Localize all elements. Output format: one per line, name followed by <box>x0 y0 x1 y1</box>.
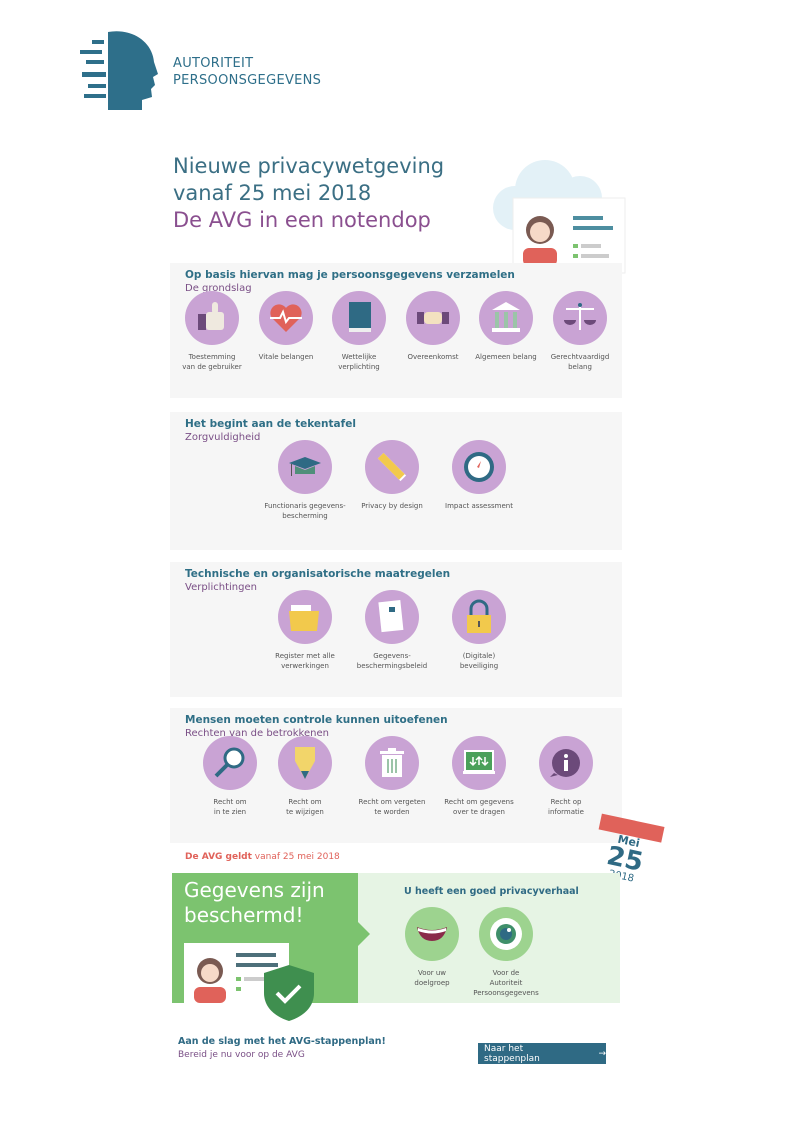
thumbs-up-icon <box>185 291 239 345</box>
banner-arrow <box>358 922 370 946</box>
section-subheading: Zorgvuldigheid <box>185 432 261 443</box>
section-item: Wettelijke verplichting <box>314 291 404 372</box>
section-1: Op basis hiervan mag je persoonsgegevens… <box>170 263 622 398</box>
section-item-label: Recht om te wijzigen <box>286 798 324 816</box>
section-4: Mensen moeten controle kunnen uitoefenen… <box>170 708 622 843</box>
transfer-screen-icon <box>452 736 506 790</box>
info-icon <box>539 736 593 790</box>
graduation-cap-icon <box>278 440 332 494</box>
section-item: Recht om gegevens over te dragen <box>434 736 524 817</box>
section-item: Toestemming van de gebruiker <box>167 291 257 372</box>
section-subheading: De grondslag <box>185 283 252 294</box>
logo-line1: AUTORITEIT <box>173 56 254 71</box>
section-item: Recht om in te zien <box>185 736 275 817</box>
heart-icon <box>259 291 313 345</box>
pencil-icon <box>278 736 332 790</box>
section-subheading: Rechten van de betrokkenen <box>185 728 329 739</box>
title-subtitle: De AVG in een notendop <box>173 208 431 232</box>
section-item-label: Privacy by design <box>361 502 423 510</box>
section-subheading: Verplichtingen <box>185 582 257 593</box>
section-item-label: Functionaris gegevens- bescherming <box>264 502 346 520</box>
cloud-id-card-illustration <box>485 150 630 279</box>
section-item: (Digitale) beveiliging <box>434 590 524 671</box>
book-icon <box>332 291 386 345</box>
banner-item-label: Voor de Autoriteit Persoonsgegevens <box>473 969 539 997</box>
section-item-label: Recht op informatie <box>548 798 584 816</box>
stappenplan-button-label: Naar het stappenplan <box>484 1043 540 1064</box>
section-item-label: Recht om in te zien <box>213 798 247 816</box>
smile-icon <box>405 907 459 961</box>
avg-date-bold: De AVG geldt <box>185 852 252 862</box>
section-item: Recht om te wijzigen <box>260 736 350 817</box>
arrow-right-icon: → <box>598 1048 606 1059</box>
section-item-label: Vitale belangen <box>258 353 314 361</box>
section-item-label: Recht om gegevens over te dragen <box>444 798 514 816</box>
trash-icon <box>365 736 419 790</box>
magnifier-icon <box>203 736 257 790</box>
scales-icon <box>553 291 607 345</box>
section-3: Technische en organisatorische maatregel… <box>170 562 622 697</box>
banner-headline: Gegevens zijn beschermd! <box>184 878 325 927</box>
banner-right-heading: U heeft een goed privacyverhaal <box>404 886 579 897</box>
footer-subheading: Bereid je nu voor op de AVG <box>178 1050 305 1060</box>
logo-head <box>78 30 160 111</box>
avg-date-rest: vanaf 25 mei 2018 <box>251 852 340 862</box>
section-item: Algemeen belang <box>461 291 551 362</box>
section-heading: Op basis hiervan mag je persoonsgegevens… <box>185 269 515 281</box>
section-item: Recht om vergeten te worden <box>347 736 437 817</box>
section-item: Impact assessment <box>434 440 524 511</box>
section-item-label: Gegevens- beschermingsbeleid <box>356 652 428 670</box>
pencil-ruler-icon <box>365 440 419 494</box>
document-lock-icon <box>365 590 419 644</box>
government-building-icon <box>479 291 533 345</box>
section-item: Overeenkomst <box>388 291 478 362</box>
stappenplan-button[interactable]: Naar het stappenplan → <box>478 1043 606 1064</box>
section-item: Gerechtvaardigd belang <box>535 291 625 372</box>
title-line1: Nieuwe privacywetgeving <box>173 154 445 178</box>
page-title: Nieuwe privacywetgeving vanaf 25 mei 201… <box>173 153 444 234</box>
section-item-label: Recht om vergeten te worden <box>358 798 426 816</box>
section-item: Gegevens- beschermingsbeleid <box>347 590 437 671</box>
section-item-label: Algemeen belang <box>475 353 537 361</box>
section-item-label: (Digitale) beveiliging <box>459 652 499 670</box>
banner-item-ap: Voor de Autoriteit Persoonsgegevens <box>461 907 551 998</box>
section-item-label: Register met alle verwerkingen <box>275 652 335 670</box>
section-item-label: Wettelijke verplichting <box>338 353 380 371</box>
handshake-icon <box>406 291 460 345</box>
section-item-label: Impact assessment <box>445 502 513 510</box>
folder-icon <box>278 590 332 644</box>
section-2: Het begint aan de tekentafel Zorgvuldighe… <box>170 412 622 550</box>
padlock-icon <box>452 590 506 644</box>
compass-icon <box>452 440 506 494</box>
section-item-label: Overeenkomst <box>407 353 459 361</box>
title-line2: vanaf 25 mei 2018 <box>173 181 372 205</box>
banner-id-card-shield <box>184 943 324 1027</box>
logo-line2: PERSOONSGEGEVENS <box>173 73 322 88</box>
section-heading: Technische en organisatorische maatregel… <box>185 568 451 580</box>
section-item-label: Toestemming van de gebruiker <box>182 353 242 371</box>
avg-date-line: De AVG geldt vanaf 25 mei 2018 <box>185 852 340 862</box>
eye-icon <box>479 907 533 961</box>
footer-heading: Aan de slag met het AVG-stappenplan! <box>178 1036 386 1047</box>
section-heading: Mensen moeten controle kunnen uitoefenen <box>185 714 448 726</box>
section-item-label: Gerechtvaardigd belang <box>550 353 610 371</box>
section-heading: Het begint aan de tekentafel <box>185 418 356 430</box>
banner-item-doelgroep: Voor uw doelgroep <box>387 907 477 988</box>
section-item: Vitale belangen <box>241 291 331 362</box>
banner-item-label: Voor uw doelgroep <box>414 969 450 987</box>
section-item: Privacy by design <box>347 440 437 511</box>
section-item: Functionaris gegevens- bescherming <box>260 440 350 521</box>
section-item: Recht op informatie <box>521 736 611 817</box>
logo-text: AUTORITEIT PERSOONSGEGEVENS <box>173 55 321 89</box>
section-item: Register met alle verwerkingen <box>260 590 350 671</box>
